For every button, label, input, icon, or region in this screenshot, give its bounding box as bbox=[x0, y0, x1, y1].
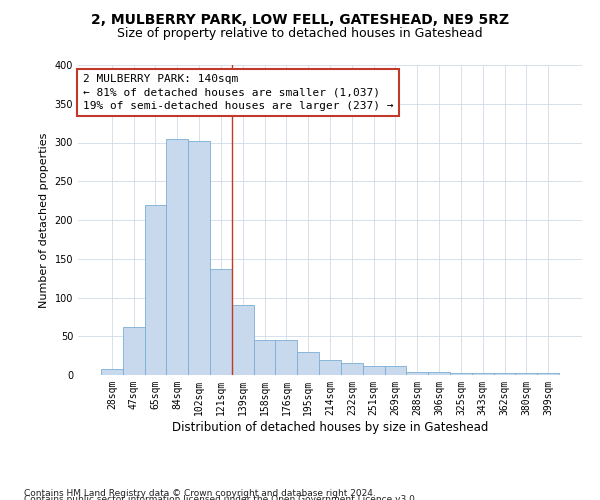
Y-axis label: Number of detached properties: Number of detached properties bbox=[39, 132, 49, 308]
Bar bbox=[210, 269, 232, 375]
Bar bbox=[494, 374, 515, 375]
Bar bbox=[101, 369, 123, 375]
Text: Size of property relative to detached houses in Gateshead: Size of property relative to detached ho… bbox=[117, 28, 483, 40]
Bar bbox=[341, 364, 363, 375]
Bar bbox=[297, 352, 319, 375]
Bar bbox=[188, 141, 210, 375]
Bar bbox=[385, 366, 406, 375]
Bar bbox=[275, 340, 297, 375]
Bar bbox=[123, 327, 145, 375]
Bar bbox=[472, 374, 494, 375]
Bar bbox=[428, 372, 450, 375]
Bar bbox=[450, 374, 472, 375]
X-axis label: Distribution of detached houses by size in Gateshead: Distribution of detached houses by size … bbox=[172, 420, 488, 434]
Bar bbox=[166, 138, 188, 375]
Bar bbox=[363, 366, 385, 375]
Bar bbox=[537, 372, 559, 375]
Bar bbox=[232, 305, 254, 375]
Bar bbox=[406, 372, 428, 375]
Bar bbox=[254, 340, 275, 375]
Bar bbox=[145, 204, 166, 375]
Text: Contains public sector information licensed under the Open Government Licence v3: Contains public sector information licen… bbox=[24, 495, 418, 500]
Bar bbox=[319, 360, 341, 375]
Text: Contains HM Land Registry data © Crown copyright and database right 2024.: Contains HM Land Registry data © Crown c… bbox=[24, 488, 376, 498]
Text: 2, MULBERRY PARK, LOW FELL, GATESHEAD, NE9 5RZ: 2, MULBERRY PARK, LOW FELL, GATESHEAD, N… bbox=[91, 12, 509, 26]
Bar bbox=[515, 374, 537, 375]
Text: 2 MULBERRY PARK: 140sqm
← 81% of detached houses are smaller (1,037)
19% of semi: 2 MULBERRY PARK: 140sqm ← 81% of detache… bbox=[83, 74, 394, 110]
